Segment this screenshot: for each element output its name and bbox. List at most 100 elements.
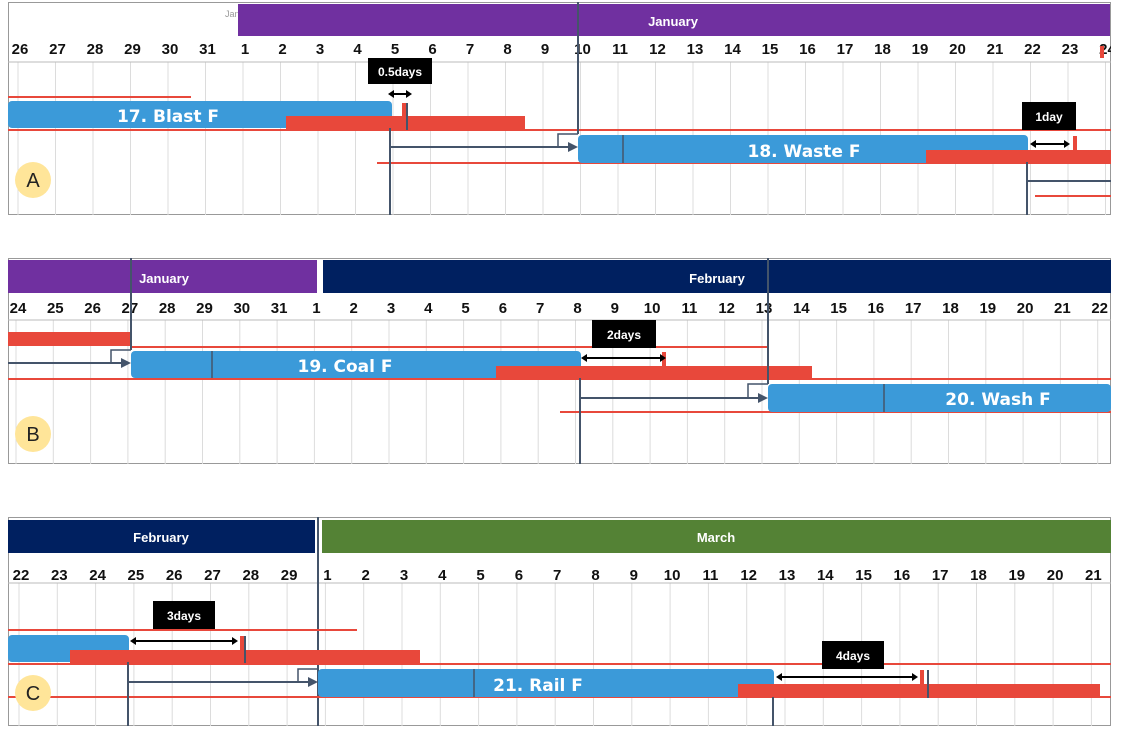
panel-badge [15,162,51,198]
buffer-line [131,346,768,348]
day-label: 1 [312,300,320,317]
day-label: 6 [499,300,507,317]
day-label: 21 [987,41,1004,58]
day-label: 16 [799,41,816,58]
buffer-bar [496,366,812,380]
day-label: 2 [362,567,370,584]
arrow-head [232,637,238,645]
day-label: 26 [12,41,29,58]
day-label: 10 [574,41,591,58]
day-label: 5 [461,300,469,317]
day-label: 9 [630,567,638,584]
day-label: 31 [199,41,216,58]
day-label: 8 [503,41,511,58]
duration-callout-text: 0.5days [378,65,422,79]
panel-badge-label: C [26,683,40,705]
day-label: 25 [128,567,145,584]
task-bar-waste [578,135,1028,163]
day-label: 27 [122,300,139,317]
arrow-head [581,354,587,362]
day-label: 3 [387,300,395,317]
gantt-panel-a: Jan January 26 27 28 29 30 31 1 2 3 4 5 6 7 8 9 10 11 12 1… [8,2,1111,215]
buffer-bar [8,332,131,346]
task-bar-rail [318,669,774,697]
gantt-chart-a: Jan January 26 27 28 29 30 31 1 2 3 4 5 6 7 8 9 10 11 12 1… [8,2,1111,215]
day-label: 12 [740,567,757,584]
link-elbow [747,383,768,398]
gantt-chart-b: January February 24 25 26 27 28 29 30 31 1 2 3 4 5 6 7… [8,258,1111,464]
link-elbow [297,668,318,682]
day-label: 21 [1085,567,1102,584]
day-label: 18 [874,41,891,58]
day-label: 20 [1017,300,1034,317]
panel-badge [15,675,51,711]
day-label: 17 [932,567,949,584]
month-band-january [8,260,317,293]
day-label: 28 [87,41,104,58]
day-label: 14 [817,567,834,584]
task-label: 17. Blast F [117,107,219,127]
day-label: 11 [681,300,697,317]
day-label: 13 [756,300,773,317]
day-label: 11 [702,567,718,584]
day-label: 4 [438,567,447,584]
day-axis: 24 25 26 27 28 29 30 31 1 2 3 4 5 6 7 8 9 10 11 12 13 14 15 16 1… [10,300,1108,317]
buffer-line [8,663,1111,665]
day-label: 7 [536,300,544,317]
buffer-line [8,96,191,98]
day-label: 28 [242,567,259,584]
month-label-january: January [648,14,699,29]
day-label: 29 [196,300,213,317]
month-label-january: January [139,271,190,286]
month-label-march: March [697,530,735,545]
day-label: 28 [159,300,176,317]
day-label: 19 [979,300,996,317]
day-label: 7 [553,567,561,584]
duration-callout [368,58,432,84]
day-label: 16 [868,300,885,317]
month-label-february: February [133,530,189,545]
day-label: 4 [424,300,433,317]
buffer-end-marker [402,103,406,130]
day-label: 12 [718,300,735,317]
day-axis: 22 23 24 25 26 27 28 29 1 2 3 4 5 6 7 8 9 10 11 12 13 14 15 16 1… [13,567,1102,584]
day-label: 17 [905,300,922,317]
day-label: 27 [49,41,66,58]
panel-badge [15,416,51,452]
day-label: 8 [591,567,599,584]
day-label: 6 [515,567,523,584]
task-label: 21. Rail F [493,676,583,696]
month-band-january [238,4,1110,36]
day-label: 6 [428,41,436,58]
panel-badge-label: A [26,170,40,192]
day-label: 22 [13,567,30,584]
gantt-chart-c: February March 22 23 24 25 26 27 28 29 1 2 3 4 5 6 7 8 9… [8,517,1111,726]
buffer-end-marker [662,352,666,378]
day-label: 16 [894,567,911,584]
day-label: 24 [10,300,27,317]
day-label: 14 [724,41,741,58]
arrow-head [776,673,782,681]
duration-callout-text: 4days [836,649,870,663]
day-label: 19 [912,41,929,58]
day-label: 10 [664,567,681,584]
day-label: 7 [466,41,474,58]
buffer-bar [738,684,1100,698]
day-label: 29 [124,41,141,58]
day-label: 9 [611,300,619,317]
day-label: 20 [949,41,966,58]
buffer-line [1035,195,1111,197]
day-label: 10 [644,300,661,317]
task-label: 19. Coal F [297,357,392,377]
task-label: 20. Wash F [945,390,1050,410]
day-label: 13 [779,567,796,584]
buffer-bar [926,150,1111,164]
day-label: 4 [353,41,362,58]
month-band-march [322,520,1111,553]
buffer-end-marker [1073,136,1077,164]
duration-callout [153,601,215,629]
day-label: 22 [1091,300,1108,317]
panel-badge-label: B [26,424,39,446]
day-label: 29 [281,567,298,584]
day-label: 25 [47,300,64,317]
